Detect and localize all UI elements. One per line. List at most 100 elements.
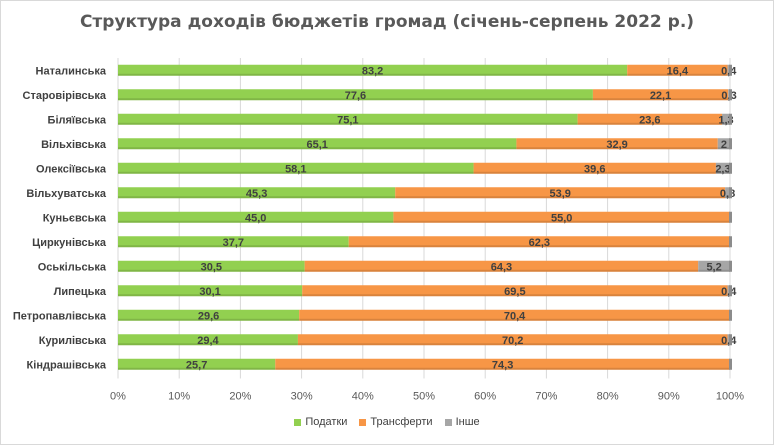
bar-segment-shade: [118, 318, 300, 321]
data-label: 70,2: [502, 335, 523, 347]
legend-label: Інше: [455, 416, 480, 428]
bar-segment: [118, 138, 517, 150]
data-label: 45,3: [246, 188, 267, 200]
bar-segment-shade: [118, 122, 578, 125]
data-label: 75,1: [337, 114, 358, 126]
category-label: Петропавлівська: [13, 310, 107, 322]
category-label: Вільхівська: [41, 139, 107, 151]
data-label: 77,6: [345, 90, 366, 102]
bar-segment-shade: [717, 147, 730, 150]
bar-segment: [727, 64, 730, 76]
category-label: Наталинська: [36, 65, 107, 77]
bar-segment: [302, 285, 728, 297]
bar-segment-shade: [393, 220, 730, 223]
bar-segment-shade: [592, 98, 729, 101]
bar-segment-shade: [722, 122, 730, 125]
bar-segment: [395, 187, 726, 199]
data-label: 53,9: [549, 188, 570, 200]
bar-segment: [118, 162, 474, 174]
bar-end-cap: [729, 138, 732, 150]
bar-segment-shade: [297, 343, 728, 346]
x-tick-label: 20%: [229, 391, 251, 403]
data-label: 23,6: [639, 114, 660, 126]
bar-segment: [577, 113, 723, 125]
bar-segment-shade: [118, 171, 474, 174]
legend-item: Податки: [294, 416, 347, 428]
bar-segment: [727, 285, 730, 297]
category-label: Липецька: [54, 286, 107, 298]
bar-segment: [118, 285, 303, 297]
data-label: 64,3: [491, 261, 512, 273]
category-label: Циркунівська: [32, 237, 107, 249]
data-label: 32,9: [606, 139, 627, 151]
x-tick-label: 30%: [291, 391, 313, 403]
bar-segment: [118, 334, 298, 346]
legend-label: Трансферти: [370, 416, 433, 428]
data-label: 30,1: [199, 286, 220, 298]
bar-segment-shade: [118, 196, 396, 199]
data-label: 69,5: [504, 286, 525, 298]
bar-segment: [118, 187, 396, 199]
x-tick-label: 90%: [658, 391, 680, 403]
bar-segment-shade: [577, 122, 723, 125]
x-tick-label: 70%: [535, 391, 557, 403]
bar-segment-shade: [627, 73, 728, 76]
bar-segment-shade: [118, 269, 305, 272]
category-label: Курилівська: [39, 335, 107, 347]
bar-segment: [727, 334, 730, 346]
chart-legend: Податки Трансферти Інше: [0, 416, 774, 428]
category-label: Куньєвська: [43, 212, 107, 224]
data-label: 2: [721, 139, 727, 151]
bar-segment-shade: [118, 73, 628, 76]
legend-item: Інше: [444, 416, 480, 428]
bar-segment-shade: [473, 171, 716, 174]
data-label: 45,0: [245, 212, 266, 224]
bar-segment-shade: [118, 98, 593, 101]
bar-segment-shade: [727, 343, 730, 346]
bar-segment: [118, 89, 593, 101]
data-label: 70,4: [504, 310, 526, 322]
bar-segment-shade: [348, 245, 730, 248]
bar-segment: [516, 138, 718, 150]
bar-segment-shade: [516, 147, 718, 150]
bar-segment-shade: [118, 294, 303, 297]
bar-segment: [118, 309, 300, 321]
data-label: 0,8: [720, 188, 735, 200]
x-tick-label: 50%: [413, 391, 435, 403]
category-label: Вільхуватська: [26, 188, 106, 200]
data-label: 2,3: [715, 163, 730, 175]
bar-segment: [299, 309, 730, 321]
x-tick-label: 80%: [597, 391, 619, 403]
data-label: 65,1: [306, 139, 327, 151]
category-label: Олексіївська: [36, 163, 107, 175]
x-tick-label: 60%: [474, 391, 496, 403]
bar-segment-shade: [118, 367, 276, 370]
data-label: 30,5: [201, 261, 222, 273]
bar-segment: [297, 334, 728, 346]
bar-end-cap: [729, 113, 732, 125]
bar-end-cap: [729, 211, 732, 223]
bar-segment: [118, 358, 276, 370]
bar-end-cap: [729, 260, 732, 272]
bar-segment-shade: [727, 73, 730, 76]
bar-end-cap: [729, 285, 732, 297]
bar-segment-shade: [304, 269, 699, 272]
bar-end-cap: [729, 187, 732, 199]
legend-item: Трансферти: [359, 416, 433, 428]
legend-swatch: [359, 418, 367, 426]
bar-segment: [304, 260, 699, 272]
data-label: 62,3: [529, 237, 550, 249]
bar-segment: [118, 211, 394, 223]
bar-segment: [698, 260, 730, 272]
bar-segment-shade: [727, 294, 730, 297]
bar-end-cap: [729, 358, 732, 370]
data-label: 74,3: [492, 359, 513, 371]
data-label: 29,6: [198, 310, 219, 322]
x-tick-label: 0%: [110, 391, 126, 403]
legend-label: Податки: [305, 416, 348, 428]
bar-segment: [722, 113, 730, 125]
category-label: Оськільська: [38, 261, 107, 273]
category-label: Старовірівська: [23, 90, 107, 102]
bar-end-cap: [729, 64, 732, 76]
